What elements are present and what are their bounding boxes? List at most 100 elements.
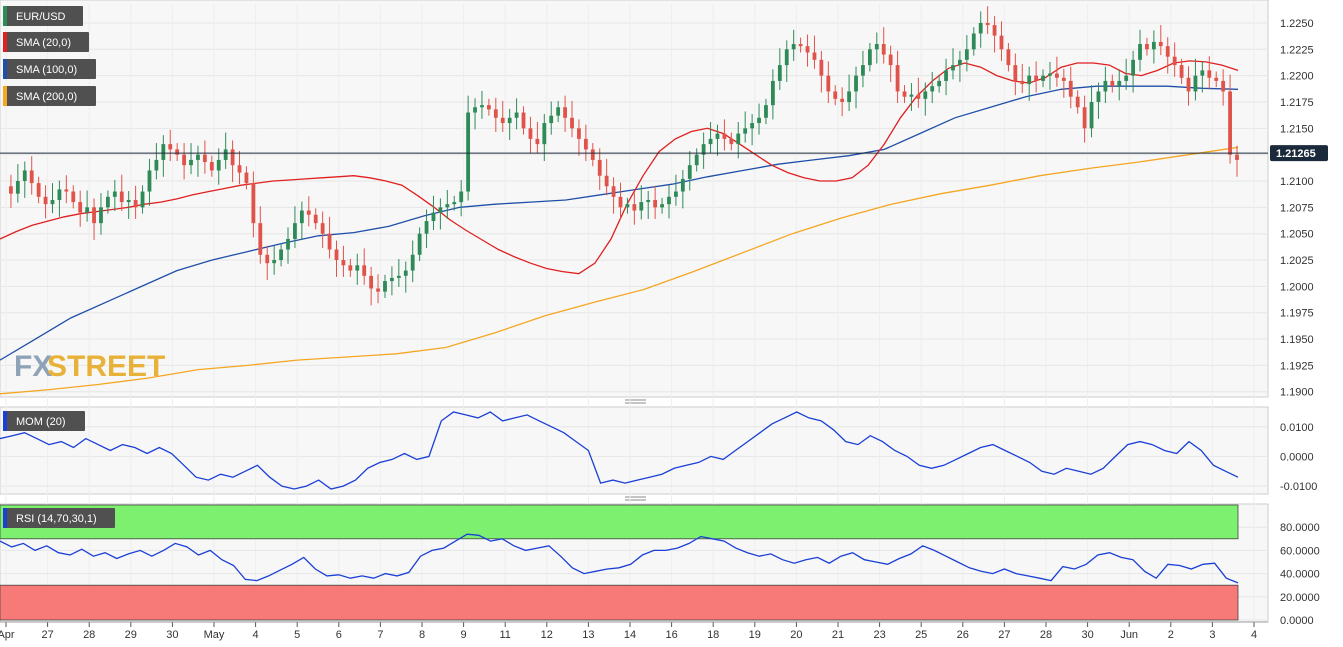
x-tick-label: 26 (957, 629, 969, 641)
candle (597, 148, 602, 190)
candle (1207, 56, 1212, 90)
rsi-tick-label: 60.0000 (1280, 545, 1320, 557)
candle (646, 191, 651, 219)
x-tick-label: 5 (294, 629, 300, 641)
candle (826, 61, 831, 104)
candle-body (473, 107, 477, 113)
candle-body (1235, 154, 1239, 160)
price-tick-label: 1.2200 (1280, 71, 1314, 83)
price-tick-label: 1.2050 (1280, 229, 1314, 241)
candle-body (9, 186, 13, 194)
candle-body (355, 265, 360, 271)
candle (978, 11, 983, 48)
candle-body (958, 59, 962, 66)
candle-body (715, 133, 720, 139)
candle (798, 37, 803, 53)
candle (590, 143, 595, 167)
candle (985, 6, 990, 35)
candle (687, 150, 692, 191)
candle-body (1110, 80, 1115, 87)
candle (736, 122, 741, 159)
mom-tick-label: -0.0100 (1280, 481, 1317, 493)
candle-body (611, 186, 616, 197)
candle (22, 161, 27, 198)
candle-body (105, 196, 110, 208)
legend-eurusd-swatch (3, 6, 7, 26)
legend-sma200[interactable]: SMA (200,0) (3, 86, 96, 106)
candle (216, 148, 221, 185)
legend-sma200-bg (3, 86, 96, 106)
candle-body (660, 204, 664, 208)
candle (514, 98, 519, 130)
candle (403, 261, 408, 293)
candle-body (36, 183, 41, 197)
candle (396, 258, 401, 287)
candle-body (272, 260, 277, 264)
candle (355, 253, 360, 285)
rsi-tick-label: 80.0000 (1280, 522, 1320, 534)
panel-resize-handle[interactable] (625, 399, 646, 404)
candle-body (112, 191, 117, 197)
candle (770, 69, 775, 120)
legend-mom[interactable]: MOM (20) (3, 411, 85, 431)
candle (1124, 58, 1129, 90)
candle-body (923, 91, 928, 99)
candle (410, 240, 415, 283)
x-tick-label: 28 (83, 629, 95, 641)
candle (1048, 61, 1052, 90)
candle-body (833, 91, 838, 99)
candle-body (881, 44, 886, 55)
candle (189, 143, 193, 175)
price-tick-label: 1.2225 (1280, 44, 1314, 56)
x-tick-label: 27 (998, 629, 1010, 641)
candle (847, 74, 851, 111)
legend-sma200-swatch (3, 86, 7, 106)
candle-body (999, 35, 1004, 50)
legend-sma20[interactable]: SMA (20,0) (3, 32, 89, 52)
candle-body (286, 238, 290, 250)
candle-body (597, 159, 602, 176)
x-tick-label: Apr (0, 629, 15, 641)
panel-resize-handle[interactable] (625, 496, 646, 501)
candle (958, 50, 962, 82)
legend-eurusd[interactable]: EUR/USD (3, 6, 83, 26)
legend-sma100[interactable]: SMA (100,0) (3, 59, 96, 79)
candle (1027, 66, 1032, 101)
candle-body (1138, 44, 1142, 60)
candle (674, 174, 678, 206)
candle (1082, 95, 1087, 143)
candle-body (978, 22, 983, 34)
candle-body (140, 191, 145, 208)
candle (99, 193, 103, 235)
candle (708, 122, 713, 154)
legend-sma20-label: SMA (20,0) (16, 37, 71, 49)
candle-body (625, 204, 630, 208)
candle-body (424, 221, 429, 234)
candle (237, 150, 242, 185)
price-tick-label: 1.2000 (1280, 281, 1314, 293)
candle-body (680, 178, 685, 192)
candle-body (736, 133, 741, 145)
candle-body (466, 112, 471, 192)
x-tick-label: 2 (1168, 629, 1174, 641)
candle-body (189, 159, 193, 166)
candle (611, 177, 616, 214)
candle-body (764, 105, 768, 118)
candle-body (951, 65, 955, 71)
x-tick-label: May (204, 629, 225, 641)
candle-body (694, 154, 699, 166)
watermark-prefix: FX (14, 350, 52, 383)
legend-mom-bg (3, 411, 85, 431)
candle-body (438, 207, 443, 213)
candle-body (431, 212, 436, 222)
candle (507, 108, 512, 140)
x-tick-label: 7 (377, 629, 383, 641)
candle (175, 143, 180, 161)
candle (750, 114, 755, 146)
candle (930, 71, 935, 104)
candle-body (590, 149, 595, 160)
candle (57, 180, 62, 217)
legend-rsi[interactable]: RSI (14,70,30,1) (3, 508, 115, 528)
candle (452, 195, 457, 211)
candle (251, 171, 256, 238)
